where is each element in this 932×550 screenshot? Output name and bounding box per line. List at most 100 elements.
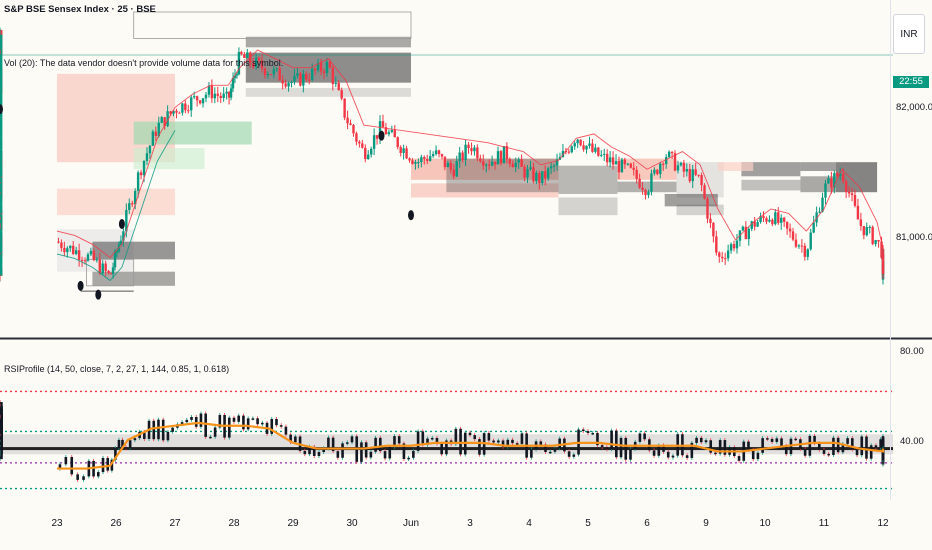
date-label: 12 [877, 518, 889, 529]
rsi-candle-body [364, 442, 368, 458]
rsi-candle-body [454, 428, 458, 445]
rsi-candle-body [761, 438, 764, 453]
symbol-title[interactable]: S&P BSE Sensex Index · 25 · BSE [4, 4, 156, 15]
rsi-candle-body [388, 446, 392, 459]
candle-down-body [381, 121, 385, 128]
candle-up-body [66, 248, 69, 253]
candle-down-body [243, 54, 246, 58]
candle-up-body [325, 61, 329, 74]
candle-up-body [768, 219, 771, 222]
candle-up-body [626, 163, 630, 165]
rsi-candle-body [638, 433, 642, 442]
rsi-candle-body [117, 439, 121, 449]
rsi-candle-body [770, 438, 774, 442]
candle-down-body [305, 73, 308, 80]
candle-down-body [399, 147, 402, 154]
candle-up-body [0, 204, 3, 214]
candle-up-body [529, 167, 532, 170]
candle-up-body [600, 154, 603, 156]
candle-up-body [0, 228, 3, 231]
candle-up-body [676, 165, 680, 171]
candle-up-body [0, 187, 3, 193]
candle-up-body [576, 139, 579, 144]
candle-down-body [479, 158, 482, 162]
candle-down-body [850, 193, 854, 195]
candle-down-body [877, 240, 880, 242]
candle-down-body [641, 187, 644, 191]
candle-down-body [346, 117, 349, 124]
candle-down-body [340, 90, 343, 99]
candle-up-body [517, 159, 520, 163]
candle-up-body [287, 82, 290, 87]
rsi-candle-body [643, 433, 646, 440]
signal-marker [408, 210, 414, 221]
candle-up-body [780, 217, 783, 223]
candle-down-body [830, 178, 833, 188]
candle-down-body [393, 130, 396, 138]
candle-up-body [122, 231, 125, 241]
candle-up-body [818, 211, 821, 213]
rsi-candle-body [846, 438, 849, 444]
rsi-candle-body [652, 450, 656, 456]
candle-down-body [60, 242, 63, 248]
rsi-candle-body [0, 418, 3, 434]
candle-down-body [762, 216, 765, 219]
candle-down-body [723, 258, 727, 260]
candle-down-body [611, 157, 615, 165]
candle-down-body [72, 245, 75, 254]
candle-up-body [229, 88, 233, 98]
candle-up-body [650, 173, 653, 192]
signal-marker [95, 289, 102, 300]
rsi-candle-body [869, 445, 873, 459]
rsi-candle-body [421, 431, 425, 445]
candle-up-body [95, 259, 99, 261]
candle-up-body [136, 172, 140, 191]
rsi-candle-body [246, 418, 250, 430]
candle-down-body [131, 203, 134, 205]
rsi-candle-body [487, 433, 491, 441]
candle-up-body [0, 34, 3, 45]
rsi-candle-body [766, 438, 769, 440]
volume-profile-box [717, 162, 754, 171]
rsi-candle-body [822, 449, 826, 454]
currency-button[interactable]: INR [893, 14, 925, 54]
candle-down-body [269, 74, 273, 76]
candle-up-body [0, 135, 3, 138]
rsi-candle-body [803, 448, 807, 456]
rsi-candle-body [157, 419, 160, 440]
candle-down-body [532, 167, 535, 182]
candle-down-body [104, 263, 107, 271]
candle-down-body [847, 191, 851, 194]
rsi-candle-body [832, 437, 835, 455]
candle-down-body [493, 161, 497, 165]
candle-up-body [119, 240, 123, 245]
candle-up-body [254, 57, 258, 68]
candle-down-body [538, 172, 541, 184]
volume-profile-box [411, 183, 559, 198]
candle-up-body [213, 93, 217, 99]
candle-up-body [0, 231, 3, 233]
signal-marker [0, 104, 3, 115]
candle-down-body [753, 221, 756, 227]
candle-up-body [201, 98, 205, 104]
date-label: 4 [526, 518, 532, 529]
rsi-candle-body [237, 415, 241, 422]
candle-up-body [815, 212, 818, 223]
candle-up-body [142, 160, 146, 176]
candle-up-body [266, 74, 270, 76]
candle-down-body [349, 123, 352, 126]
candle-down-body [63, 247, 66, 253]
candle-up-body [275, 68, 278, 70]
rsi-candle-body [279, 425, 283, 427]
rsi-candle-body [407, 457, 410, 460]
candle-down-body [709, 218, 712, 223]
candle-down-body [408, 158, 411, 161]
candle-down-body [219, 95, 222, 98]
candle-down-body [337, 83, 340, 91]
rsi-candle-body [506, 439, 510, 447]
rsi-candle-body [374, 437, 377, 452]
rsi-indicator-title[interactable]: RSIProfile (14, 50, close, 7, 2, 27, 1, … [4, 364, 230, 374]
rsi-candle-body [58, 464, 62, 469]
